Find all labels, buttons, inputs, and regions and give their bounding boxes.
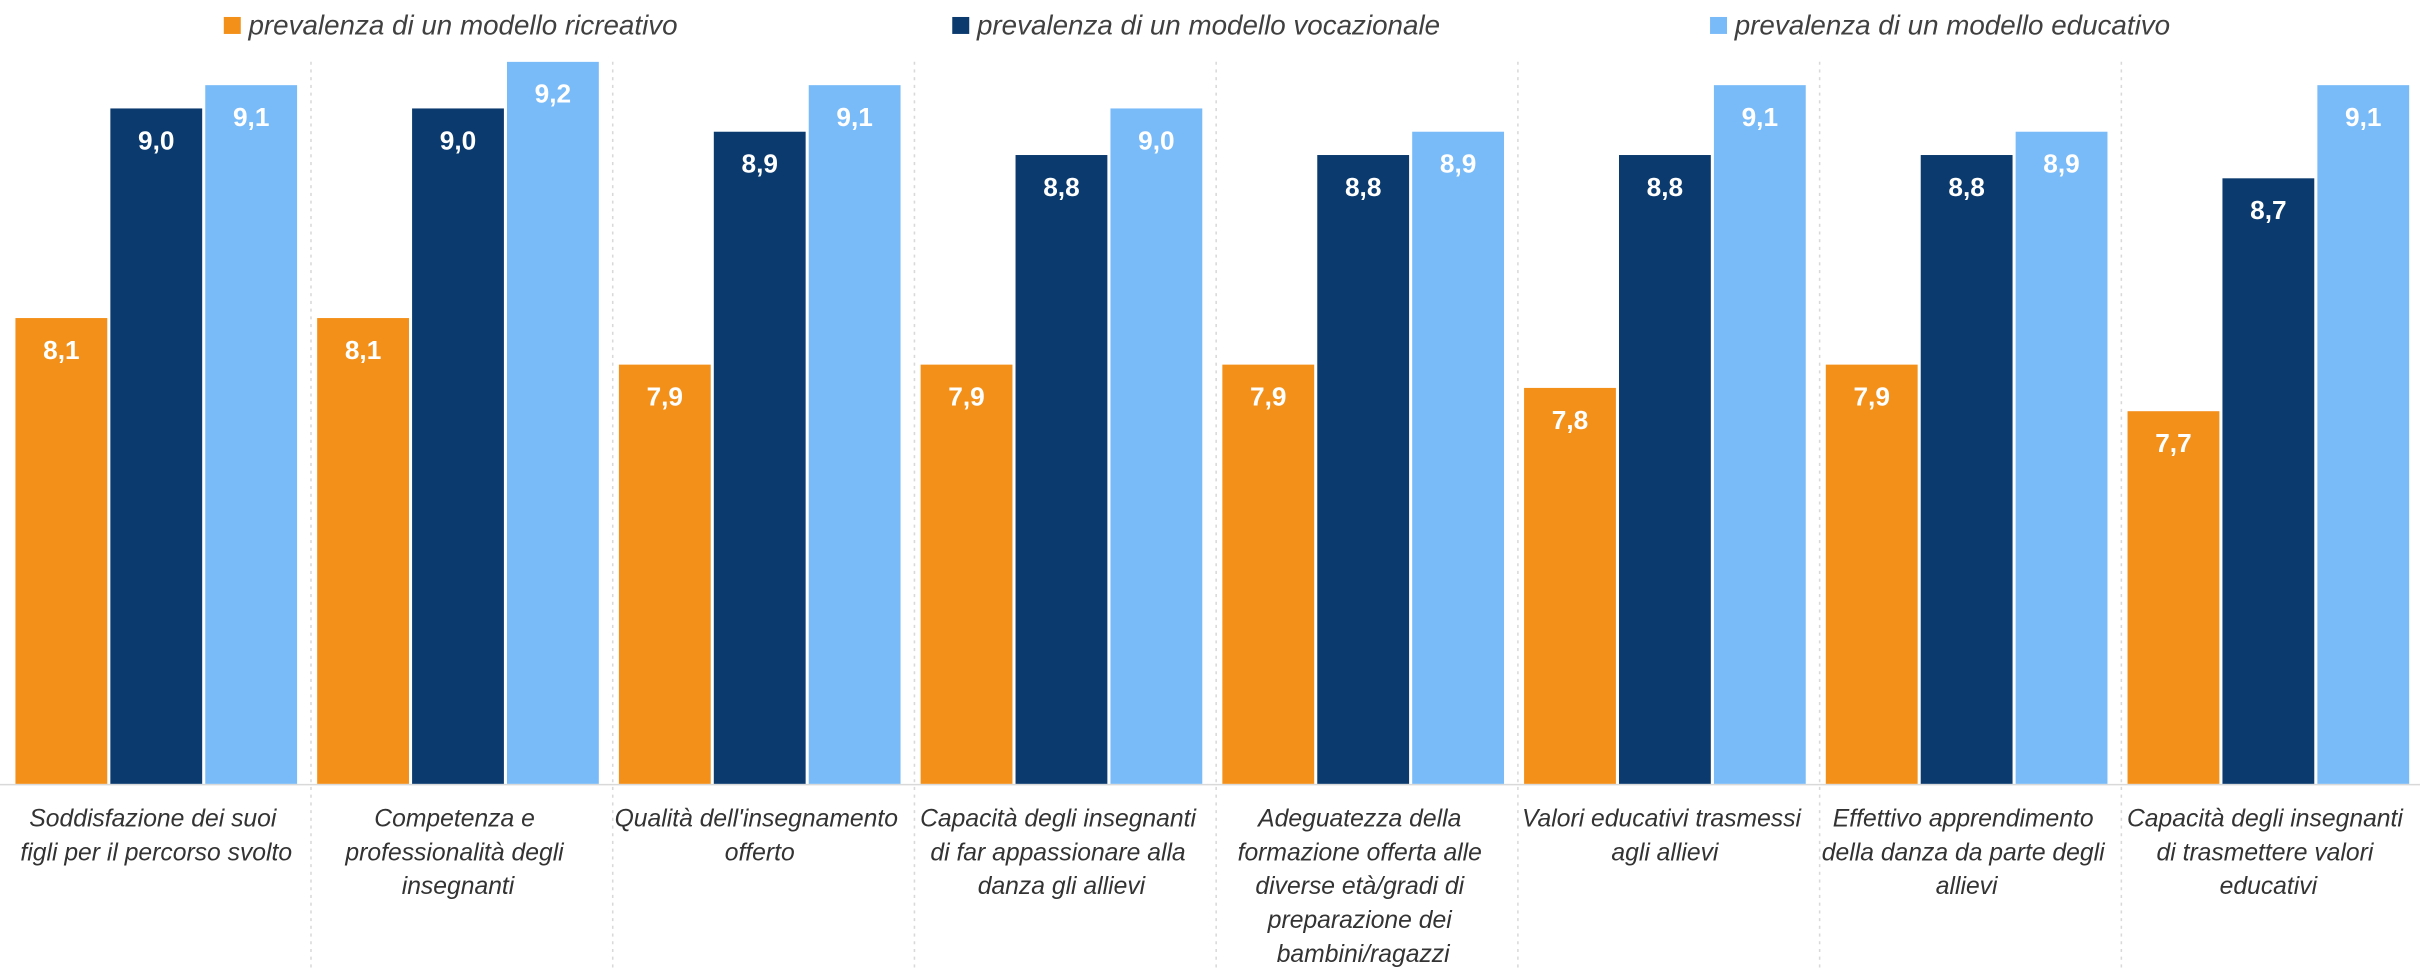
bar (412, 108, 504, 784)
data-label: 8,8 (1948, 172, 1984, 202)
x-tick-label: Effettivo apprendimento della danza da p… (1822, 805, 2112, 900)
data-label: 8,8 (1647, 172, 1683, 202)
bar (1524, 387, 1616, 784)
bar (2317, 85, 2410, 784)
x-tick-label: Adeguatezza della formazione offerta all… (1238, 805, 1489, 968)
data-label: 9,1 (233, 102, 269, 132)
legend-label: prevalenza di un modello educativo (1734, 9, 2170, 40)
data-label: 7,9 (1853, 381, 1889, 411)
bar (2127, 411, 2220, 784)
legend-swatch (1710, 16, 1728, 34)
data-label: 9,0 (440, 125, 476, 155)
legend-swatch (223, 16, 241, 34)
x-tick-label: Capacità degli insegnanti di trasmettere… (2127, 805, 2410, 900)
data-label: 9,1 (836, 102, 872, 132)
x-tick-label: Capacità degli insegnanti di far appassi… (920, 805, 1203, 900)
bar (1110, 108, 1203, 784)
data-label: 9,1 (2345, 102, 2381, 132)
data-label: 8,9 (1440, 149, 1476, 179)
bar (713, 131, 806, 784)
data-label: 7,8 (1552, 405, 1588, 435)
bar (920, 364, 1013, 784)
data-label: 7,9 (1250, 381, 1286, 411)
data-label: 9,0 (138, 125, 174, 155)
bar (110, 108, 203, 784)
data-label: 8,7 (2250, 195, 2286, 225)
data-label: 7,7 (2155, 428, 2191, 458)
data-label: 8,8 (1345, 172, 1381, 202)
data-label: 9,2 (535, 79, 571, 109)
bar (317, 318, 409, 784)
data-label: 7,9 (647, 381, 683, 411)
legend-label: prevalenza di un modello ricreativo (247, 9, 677, 40)
bar (506, 61, 599, 784)
bar (1920, 155, 2013, 784)
data-label: 9,0 (1138, 125, 1174, 155)
data-label: 8,1 (43, 335, 79, 365)
x-tick-label: Qualità dell'insegnamento offerto (615, 805, 905, 866)
bar (205, 85, 298, 784)
legend-swatch (952, 16, 970, 34)
bar (1412, 131, 1505, 784)
x-tick-label: Competenza e professionalità degli inseg… (344, 805, 570, 900)
bar (1713, 85, 1806, 784)
bar (2222, 178, 2315, 784)
data-label: 8,9 (2043, 149, 2079, 179)
bar (618, 364, 711, 784)
data-label: 8,8 (1043, 172, 1079, 202)
bar (808, 85, 901, 784)
data-label: 8,9 (741, 149, 777, 179)
bar (15, 318, 108, 784)
legend-label: prevalenza di un modello vocazionale (976, 9, 1440, 40)
bar (1618, 155, 1711, 784)
bar (1317, 155, 1410, 784)
bar (1222, 364, 1315, 784)
bar (1015, 155, 1108, 784)
bar (1825, 364, 1918, 784)
x-tick-label: Soddisfazione dei suoi figli per il perc… (20, 805, 292, 866)
x-tick-label: Valori educativi trasmessi agli allievi (1522, 805, 1808, 866)
data-label: 9,1 (1742, 102, 1778, 132)
data-label: 8,1 (345, 335, 381, 365)
data-label: 7,9 (948, 381, 984, 411)
bar (2015, 131, 2108, 784)
